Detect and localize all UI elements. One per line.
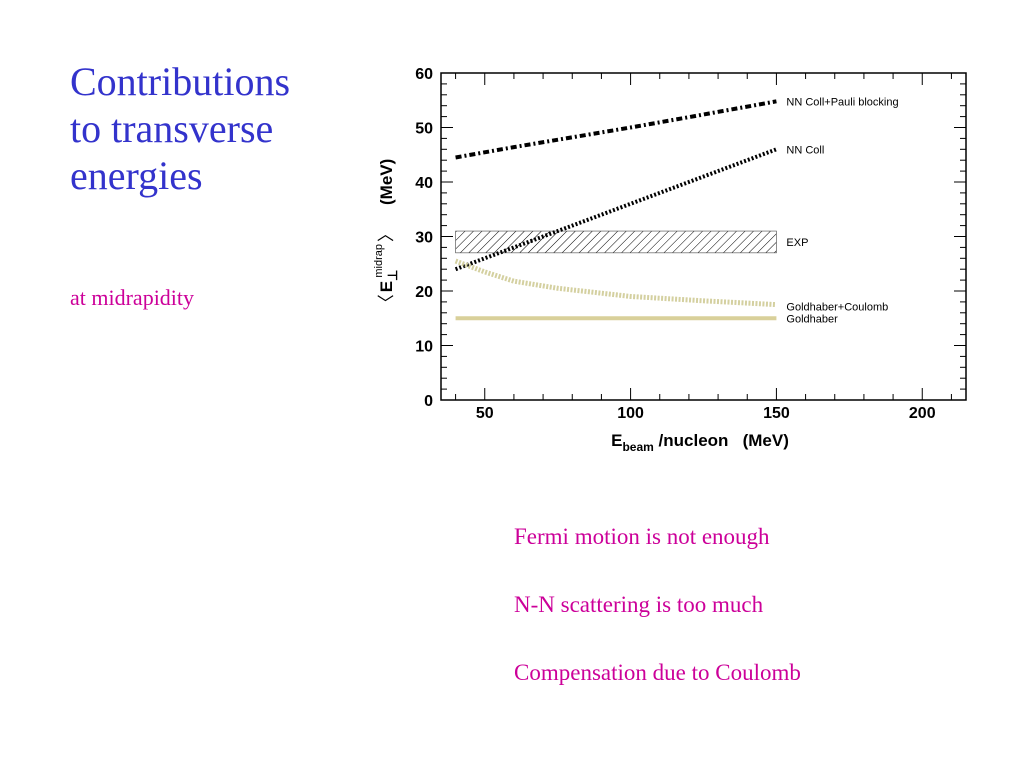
slide-title-line: energies (70, 153, 203, 198)
note-item: Compensation due to Coulomb (514, 660, 801, 685)
y-axis-label-open: 〈 (377, 294, 396, 311)
y-axis-label-main: E (377, 281, 396, 292)
axes: 50 100 150 200 0 10 20 30 40 50 60 (415, 66, 967, 422)
y-tick-label: 40 (415, 175, 433, 192)
series-label: NN Coll (786, 144, 824, 156)
exp-band (455, 230, 777, 254)
y-axis-label: 〈 E⊥midrap 〉 (MeV) (373, 159, 400, 312)
y-tick-label: 10 (415, 339, 433, 356)
svg-text:〈E⊥midrap〉(MeV): 〈 E⊥midrap 〉 (MeV) (373, 159, 400, 312)
notes-list: Fermi motion is not enough N-N scatterin… (514, 520, 801, 724)
y-tick-label: 50 (415, 121, 433, 138)
series-line (454, 258, 777, 308)
exp-band-label: EXP (786, 237, 808, 249)
series-line (455, 99, 777, 160)
x-axis-label: Ebeam /nucleon (MeV) (611, 431, 789, 454)
slide-subtitle: at midrapidity (70, 285, 195, 310)
series-label: Goldhaber+Coulomb (786, 302, 888, 314)
y-axis-label-sub: ⊥ (385, 270, 400, 281)
y-tick-label: 30 (415, 230, 433, 247)
x-tick-label: 100 (617, 405, 644, 422)
series-line (454, 147, 778, 272)
series-layer (454, 99, 778, 321)
x-tick-label: 200 (909, 405, 936, 422)
slide-title-line: to transverse (70, 106, 274, 151)
note-item: Fermi motion is not enough (514, 524, 770, 549)
x-axis-label-rest: /nucleon (MeV) (654, 431, 789, 450)
y-axis-label-unit: (MeV) (377, 159, 396, 205)
y-tick-label: 60 (415, 66, 433, 83)
slide-title: Contributions to transverse energies (70, 58, 370, 199)
y-axis-label-close: 〉 (377, 225, 396, 242)
series-label: NN Coll+Pauli blocking (786, 96, 898, 108)
series-labels: EXP NN Coll+Pauli blocking NN Coll Goldhabe… (786, 96, 898, 325)
note-item: N-N scattering is too much (514, 592, 764, 617)
x-tick-label: 50 (476, 405, 494, 422)
x-axis-label-main: E (611, 431, 622, 450)
y-axis-label-sup: midrap (373, 244, 385, 278)
y-tick-label: 20 (415, 284, 433, 301)
series-label: Goldhaber (786, 313, 838, 325)
plot-area (455, 230, 777, 254)
y-tick-label: 0 (424, 393, 433, 410)
slide-title-line: Contributions (70, 59, 291, 104)
x-tick-label: 150 (763, 405, 790, 422)
x-axis-label-sub: beam (622, 440, 653, 454)
